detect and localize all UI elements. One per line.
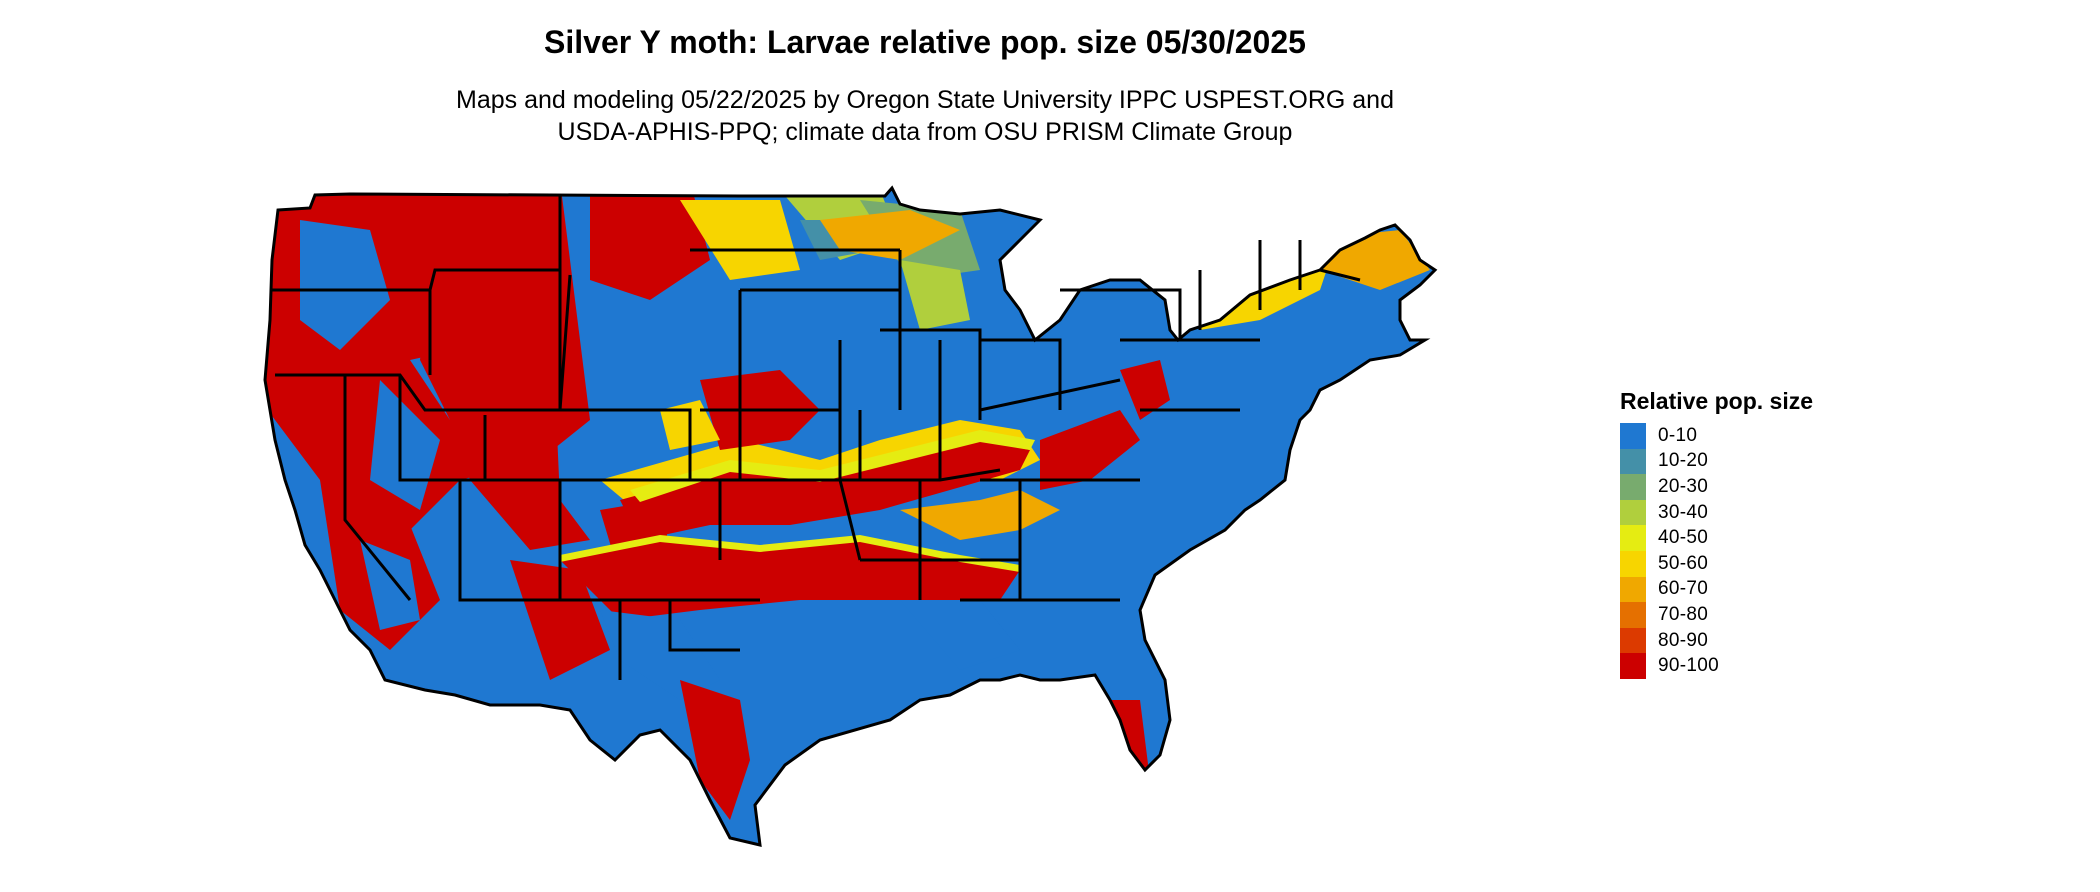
legend-item: 20-30 [1620,474,1920,500]
legend-item: 40-50 [1620,525,1920,551]
legend-label: 80-90 [1658,629,1709,651]
legend-swatch [1620,627,1646,654]
legend-label: 10-20 [1658,450,1709,472]
legend-label: 0-10 [1658,424,1698,446]
legend-item: 90-100 [1620,653,1920,679]
legend-item: 70-80 [1620,602,1920,628]
legend-swatch [1620,576,1646,603]
legend-swatch [1620,423,1646,449]
legend-swatch [1620,525,1646,551]
map-title: Silver Y moth: Larvae relative pop. size… [544,24,1306,60]
subtitle-line-1: Maps and modeling 05/22/2025 by Oregon S… [456,86,1394,114]
subtitle-line-2: USDA-APHIS-PPQ; climate data from OSU PR… [557,118,1293,146]
map-subtitle: Maps and modeling 05/22/2025 by Oregon S… [0,84,1850,148]
legend-item: 60-70 [1620,576,1920,603]
legend-item: 10-20 [1620,448,1920,475]
legend-swatch [1620,602,1646,628]
legend: Relative pop. size 0-10 10-20 20-30 30-40 40… [1620,388,1920,679]
legend-label: 20-30 [1658,475,1709,497]
legend-swatch [1620,448,1646,475]
legend-swatch [1620,550,1646,577]
legend-label: 50-60 [1658,552,1709,574]
legend-label: 70-80 [1658,603,1709,625]
legend-label: 90-100 [1658,655,1719,677]
legend-item: 80-90 [1620,627,1920,654]
state-boundaries [263,186,1437,847]
legend-swatch [1620,499,1646,526]
legend-item: 30-40 [1620,499,1920,526]
legend-label: 60-70 [1658,578,1709,600]
us-map [260,180,1590,892]
legend-item: 50-60 [1620,550,1920,577]
legend-label: 40-50 [1658,527,1709,549]
legend-label: 30-40 [1658,501,1709,523]
legend-title: Relative pop. size [1620,388,1814,414]
legend-items: 0-10 10-20 20-30 30-40 40-50 50-60 60-70 70-80 8… [1620,423,1920,679]
legend-swatch [1620,474,1646,500]
legend-swatch [1620,653,1646,679]
legend-item: 0-10 [1620,423,1920,449]
